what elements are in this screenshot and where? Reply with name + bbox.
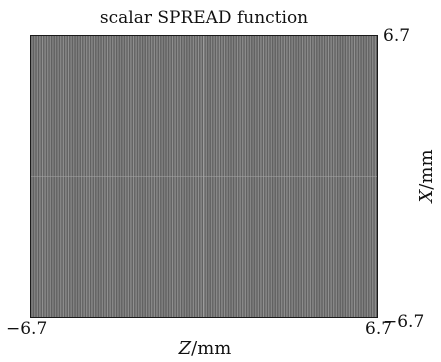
- y-axis-label: X/mm: [416, 149, 437, 203]
- y-tick-min: −6.7: [383, 312, 425, 332]
- figure-title: scalar SPREAD function: [99, 8, 309, 28]
- stripe-pattern-image: [31, 36, 377, 317]
- x-axis-unit: /mm: [191, 338, 232, 359]
- center-horizontal-line: [31, 176, 377, 177]
- y-tick-max: 6.7: [383, 26, 411, 46]
- x-axis-variable: Z: [178, 338, 192, 359]
- x-axis-label: Z/mm: [160, 339, 250, 359]
- spread-function-plot: [30, 35, 378, 318]
- x-tick-max: 6.7: [365, 319, 393, 339]
- y-axis-unit: /mm: [416, 149, 437, 190]
- y-axis-variable: X: [416, 189, 437, 203]
- x-tick-min: −6.7: [6, 319, 48, 339]
